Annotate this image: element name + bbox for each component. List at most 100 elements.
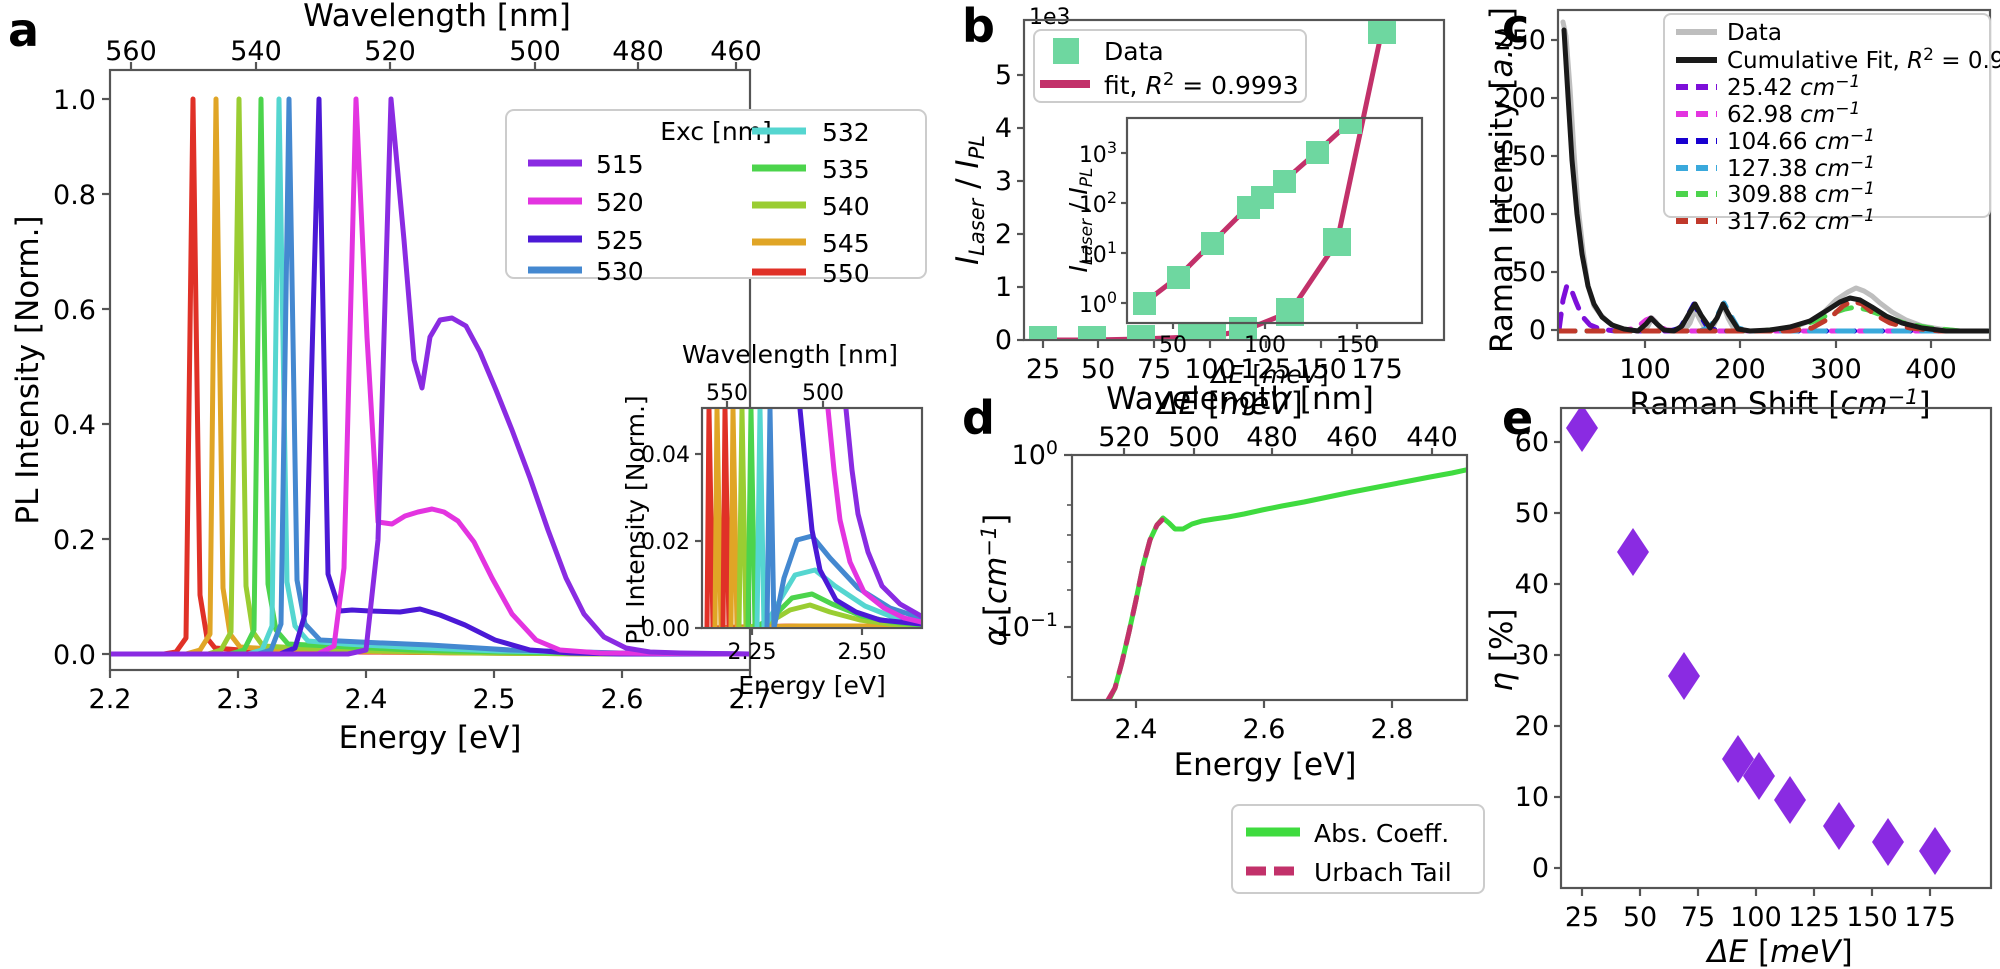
panel-b-inset-x-ticks [1171, 323, 1359, 329]
panel-a-axes-frame [108, 68, 752, 672]
panel-c-legend-item-p2[interactable]: 62.98 cm−1 [1676, 99, 1860, 128]
panel-a-top-axis-title: Wavelength [nm] [303, 0, 571, 34]
series-530 [111, 96, 749, 657]
panel-d-x-tick-1: 2.6 [1243, 714, 1286, 745]
panel-a-series-group [111, 96, 749, 657]
panel-e-y-tick-3: 30 [1515, 640, 1549, 671]
panel-c-legend-item-p3[interactable]: 104.66 cm−1 [1676, 126, 1875, 155]
legend-item-532[interactable]: 532 [752, 118, 870, 147]
panel-e-y-tick-4: 40 [1515, 569, 1549, 600]
panel-c-legend-label-p6: 317.62 cm−1 [1727, 206, 1875, 235]
panel-b: b 1e3 0 1 2 3 4 5 25 50 75 100 12 [950, 0, 1446, 422]
panel-a-y-tick-1: 0.2 [53, 525, 96, 556]
panel-d-x-ticks [1134, 700, 1394, 708]
panel-b-y-tick-3: 3 [995, 166, 1012, 197]
legend-label-525: 525 [596, 226, 644, 255]
panel-d-legend-item-urbach[interactable]: Urbach Tail [1246, 858, 1452, 887]
panel-c-legend-item-data[interactable]: Data [1676, 20, 1782, 46]
panel-d-legend-label-urbach: Urbach Tail [1314, 858, 1452, 887]
panel-b-label: b [962, 0, 995, 53]
panel-a-x-tick-0: 2.2 [89, 684, 132, 715]
panel-c-x-axis-title: Raman Shift [cm−1] [1629, 385, 1930, 422]
panel-e-y-ticks [1554, 440, 1561, 870]
panel-b-x-tick-0: 25 [1026, 354, 1060, 385]
legend-item-520[interactable]: 520 [528, 188, 644, 217]
panel-b-legend: Data fit, R2 = 0.9993 [1033, 29, 1307, 103]
panel-a-x-axis-title: Energy [eV] [339, 720, 522, 756]
panel-b-y-ticks [1017, 73, 1024, 342]
panel-a-top-tick-4: 480 [612, 36, 664, 67]
panel-c-cumulative-fit [1561, 27, 1989, 334]
panel-a-inset-y-tick-2: 0.04 [641, 443, 690, 468]
panel-c-y-tick-0: 0 [1529, 315, 1546, 346]
panel-a-x-ticks [108, 670, 752, 678]
eta-point-177 [1919, 827, 1951, 875]
panel-b-inset-markers [1133, 119, 1362, 315]
panel-b-inset-x-tick-1: 100 [1244, 333, 1286, 358]
panel-c-y-tick-1: 50 [1512, 257, 1546, 288]
panel-e-x-tick-3: 100 [1730, 902, 1782, 933]
legend-item-545[interactable]: 545 [752, 229, 870, 258]
panel-b-legend-item-fit[interactable]: fit, R2 = 0.9993 [1040, 69, 1299, 100]
series-525 [111, 96, 749, 657]
panel-b-y-tick-0: 0 [995, 325, 1012, 356]
panel-d-y-tick-0: 10−1 [996, 609, 1058, 643]
legend-item-525[interactable]: 525 [528, 226, 644, 255]
panel-a-inset-y-ticks [695, 452, 702, 630]
panel-c-x-ticks [1643, 340, 1933, 348]
panel-c-legend-item-p5[interactable]: 309.88 cm−1 [1676, 179, 1875, 208]
panel-b-y-tick-1: 1 [995, 272, 1012, 303]
panel-d-x-tick-0: 2.4 [1115, 714, 1158, 745]
panel-d-top-tick-4: 440 [1406, 422, 1458, 453]
panel-c-label: c [1502, 0, 1529, 53]
panel-c-legend-item-p4[interactable]: 127.38 cm−1 [1676, 153, 1875, 182]
panel-b-y-tick-4: 4 [995, 113, 1012, 144]
panel-d-top-tick-2: 480 [1246, 422, 1298, 453]
panel-c: c 0 50 100 150 200 250 100 200 300 400 R… [1484, 0, 2000, 422]
panel-e-x-tick-6: 175 [1904, 902, 1956, 933]
panel-c-series [1559, 19, 1989, 334]
legend-label-550: 550 [822, 259, 870, 288]
panel-c-legend-item-p6[interactable]: 317.62 cm−1 [1676, 206, 1875, 235]
panel-a-inset-top-title: Wavelength [nm] [682, 340, 898, 369]
panel-a-inset-x-title: Energy [eV] [738, 671, 885, 700]
panel-b-x-tick-6: 175 [1351, 354, 1403, 385]
panel-e-x-tick-0: 25 [1565, 902, 1599, 933]
legend-item-515[interactable]: 515 [528, 150, 644, 179]
panel-b-legend-item-data[interactable]: Data [1053, 37, 1164, 66]
panel-b-y-axis-title: ILaser / IPL [950, 135, 989, 265]
legend-item-550[interactable]: 550 [752, 259, 870, 288]
panel-a-inset-x-tick-1: 2.50 [838, 640, 887, 665]
panel-b-inset-y-tick-0: 100 [1079, 288, 1117, 318]
panel-d-axes-frame [1070, 453, 1469, 702]
panel-c-legend-item-cumfit[interactable]: Cumulative Fit, R2 = 0.9572 [1676, 45, 2000, 74]
panel-c-y-tick-5: 250 [1494, 25, 1546, 56]
legend-item-540[interactable]: 540 [752, 192, 870, 221]
inset-series-532 [754, 409, 921, 627]
panel-e-x-tick-1: 50 [1623, 902, 1657, 933]
panel-b-inset-y-tick-3: 103 [1079, 138, 1117, 168]
eta-point-157 [1872, 818, 1904, 866]
panel-b-y-tick-5: 5 [995, 60, 1012, 91]
panel-a-top-tick-0: 560 [105, 36, 157, 67]
panel-a-inset-y-title: PL Intensity [Norm.] [621, 395, 650, 644]
legend-label-535: 535 [822, 155, 870, 184]
panel-e-y-tick-0: 0 [1532, 853, 1549, 884]
panel-b-inset-x-tick-2: 150 [1336, 333, 1378, 358]
panel-b-inset-y-ticks [1121, 151, 1127, 305]
panel-d: d Wavelength [nm] 520 500 480 460 440 10… [962, 381, 1485, 894]
legend-item-530[interactable]: 530 [528, 257, 644, 286]
inset-series-520 [825, 409, 921, 625]
eta-point-114 [1774, 776, 1806, 824]
panel-d-legend-item-abs[interactable]: Abs. Coeff. [1246, 819, 1449, 848]
panel-a-y-tick-5: 1.0 [53, 85, 96, 116]
panel-c-y-tick-2: 100 [1494, 199, 1546, 230]
legend-label-540: 540 [822, 192, 870, 221]
panel-e-label: e [1502, 391, 1533, 445]
panel-d-x-axis-title: Energy [eV] [1174, 747, 1357, 783]
panel-b-inset: 100 101 102 103 50 100 150 ΔE [meV] ILas… [1064, 116, 1424, 389]
legend-item-535[interactable]: 535 [752, 155, 870, 184]
panel-c-x-tick-1: 200 [1714, 354, 1766, 385]
panel-c-legend-item-p1[interactable]: 25.42 cm−1 [1676, 72, 1860, 101]
